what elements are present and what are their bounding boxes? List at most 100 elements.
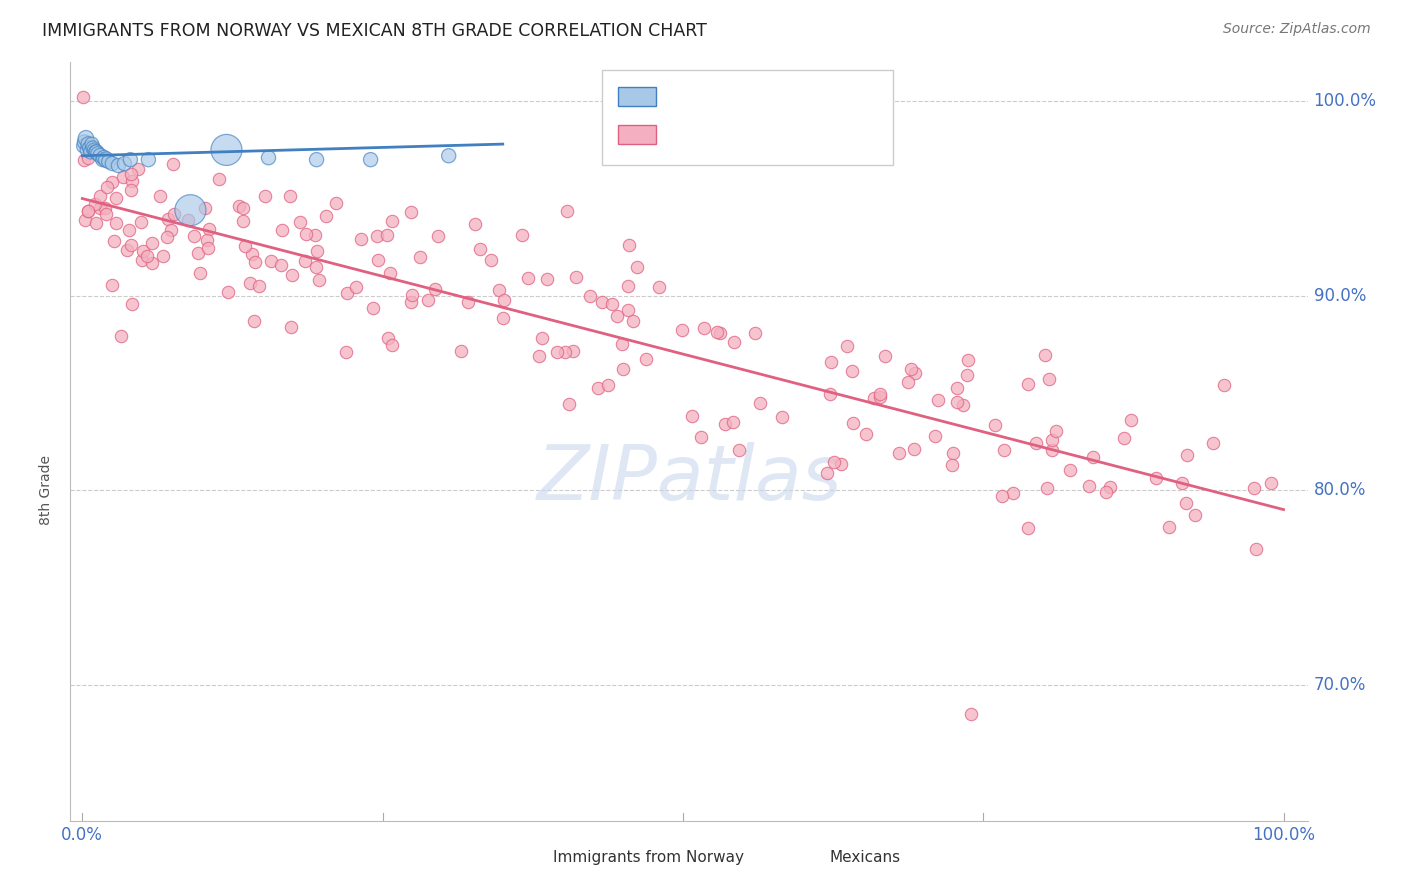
Point bbox=[163, 207, 186, 221]
Point bbox=[243, 314, 266, 328]
Point bbox=[367, 252, 389, 267]
Point bbox=[516, 271, 538, 285]
Point bbox=[681, 409, 703, 423]
Point bbox=[1040, 434, 1063, 448]
Point bbox=[727, 442, 749, 457]
Point bbox=[75, 213, 97, 227]
Point bbox=[991, 489, 1014, 503]
Point bbox=[121, 296, 143, 310]
Point bbox=[941, 458, 963, 472]
Text: R =  0.380   N =  29: R = 0.380 N = 29 bbox=[665, 87, 841, 104]
Point bbox=[1175, 496, 1198, 510]
Point bbox=[197, 241, 219, 255]
Point bbox=[361, 301, 384, 315]
Point bbox=[197, 222, 219, 236]
Text: 0.0%: 0.0% bbox=[62, 827, 103, 845]
Point bbox=[984, 418, 1007, 433]
Point bbox=[228, 199, 250, 213]
Point bbox=[1243, 481, 1265, 495]
Point bbox=[527, 349, 550, 363]
Point bbox=[671, 323, 693, 337]
Point bbox=[152, 249, 174, 263]
Point bbox=[401, 288, 423, 302]
Point bbox=[96, 153, 118, 167]
Text: 100.0%: 100.0% bbox=[1253, 827, 1315, 845]
Point bbox=[900, 362, 922, 376]
Point bbox=[257, 151, 280, 165]
Point bbox=[183, 228, 205, 243]
Point bbox=[120, 167, 142, 181]
Point bbox=[112, 156, 135, 170]
Point bbox=[254, 189, 277, 203]
Point bbox=[1040, 442, 1063, 457]
Point bbox=[97, 154, 120, 169]
Point bbox=[636, 351, 658, 366]
Point bbox=[401, 205, 423, 219]
Point bbox=[479, 253, 502, 268]
Point bbox=[619, 237, 641, 252]
Point bbox=[308, 273, 330, 287]
Point bbox=[721, 415, 744, 429]
Point bbox=[1035, 481, 1057, 495]
Point bbox=[924, 429, 946, 443]
Text: ZIPatlas: ZIPatlas bbox=[536, 442, 842, 516]
Point bbox=[468, 242, 491, 256]
Bar bbox=[787, 847, 823, 868]
Point bbox=[378, 266, 401, 280]
Point bbox=[565, 269, 588, 284]
Text: 8th Grade: 8th Grade bbox=[39, 455, 53, 525]
Point bbox=[360, 153, 382, 167]
Point bbox=[381, 337, 404, 351]
Point bbox=[824, 454, 846, 468]
Point bbox=[591, 295, 613, 310]
Point bbox=[1144, 471, 1167, 485]
Point bbox=[305, 153, 328, 167]
Point bbox=[179, 203, 201, 218]
Text: R = -0.922   N = 200: R = -0.922 N = 200 bbox=[665, 125, 848, 143]
Point bbox=[75, 131, 97, 145]
Point bbox=[270, 258, 292, 272]
Point bbox=[270, 222, 292, 236]
Point bbox=[350, 231, 373, 245]
Point bbox=[409, 250, 432, 264]
Point bbox=[232, 214, 254, 228]
Point bbox=[80, 145, 103, 159]
Point bbox=[149, 189, 172, 203]
Point bbox=[1175, 448, 1198, 462]
Point bbox=[305, 260, 328, 274]
Point bbox=[315, 209, 337, 223]
Point bbox=[82, 141, 104, 155]
Point bbox=[956, 368, 979, 383]
Point bbox=[77, 151, 100, 165]
Point bbox=[127, 162, 149, 177]
Point bbox=[993, 443, 1015, 458]
Point bbox=[942, 446, 965, 460]
Point bbox=[491, 311, 513, 326]
Point bbox=[841, 364, 863, 378]
Point bbox=[84, 145, 107, 159]
Point bbox=[232, 202, 254, 216]
Point bbox=[138, 153, 160, 167]
Point bbox=[101, 174, 124, 188]
Point bbox=[723, 335, 745, 350]
Point bbox=[617, 279, 640, 293]
Point bbox=[830, 457, 852, 471]
Text: IMMIGRANTS FROM NORWAY VS MEXICAN 8TH GRADE CORRELATION CHART: IMMIGRANTS FROM NORWAY VS MEXICAN 8TH GR… bbox=[42, 22, 707, 40]
Point bbox=[132, 244, 155, 259]
Point bbox=[156, 229, 179, 244]
Point bbox=[610, 337, 633, 351]
Point bbox=[820, 355, 842, 369]
Point bbox=[1212, 378, 1234, 392]
Point bbox=[598, 378, 620, 392]
Text: 80.0%: 80.0% bbox=[1313, 481, 1367, 500]
Point bbox=[748, 395, 770, 409]
Point bbox=[488, 283, 510, 297]
Point bbox=[73, 135, 96, 149]
Point bbox=[76, 143, 98, 157]
Point bbox=[889, 446, 911, 460]
Point bbox=[927, 393, 949, 408]
Point bbox=[1077, 479, 1099, 493]
FancyBboxPatch shape bbox=[602, 70, 893, 165]
Point bbox=[450, 344, 472, 359]
Point bbox=[239, 276, 262, 290]
